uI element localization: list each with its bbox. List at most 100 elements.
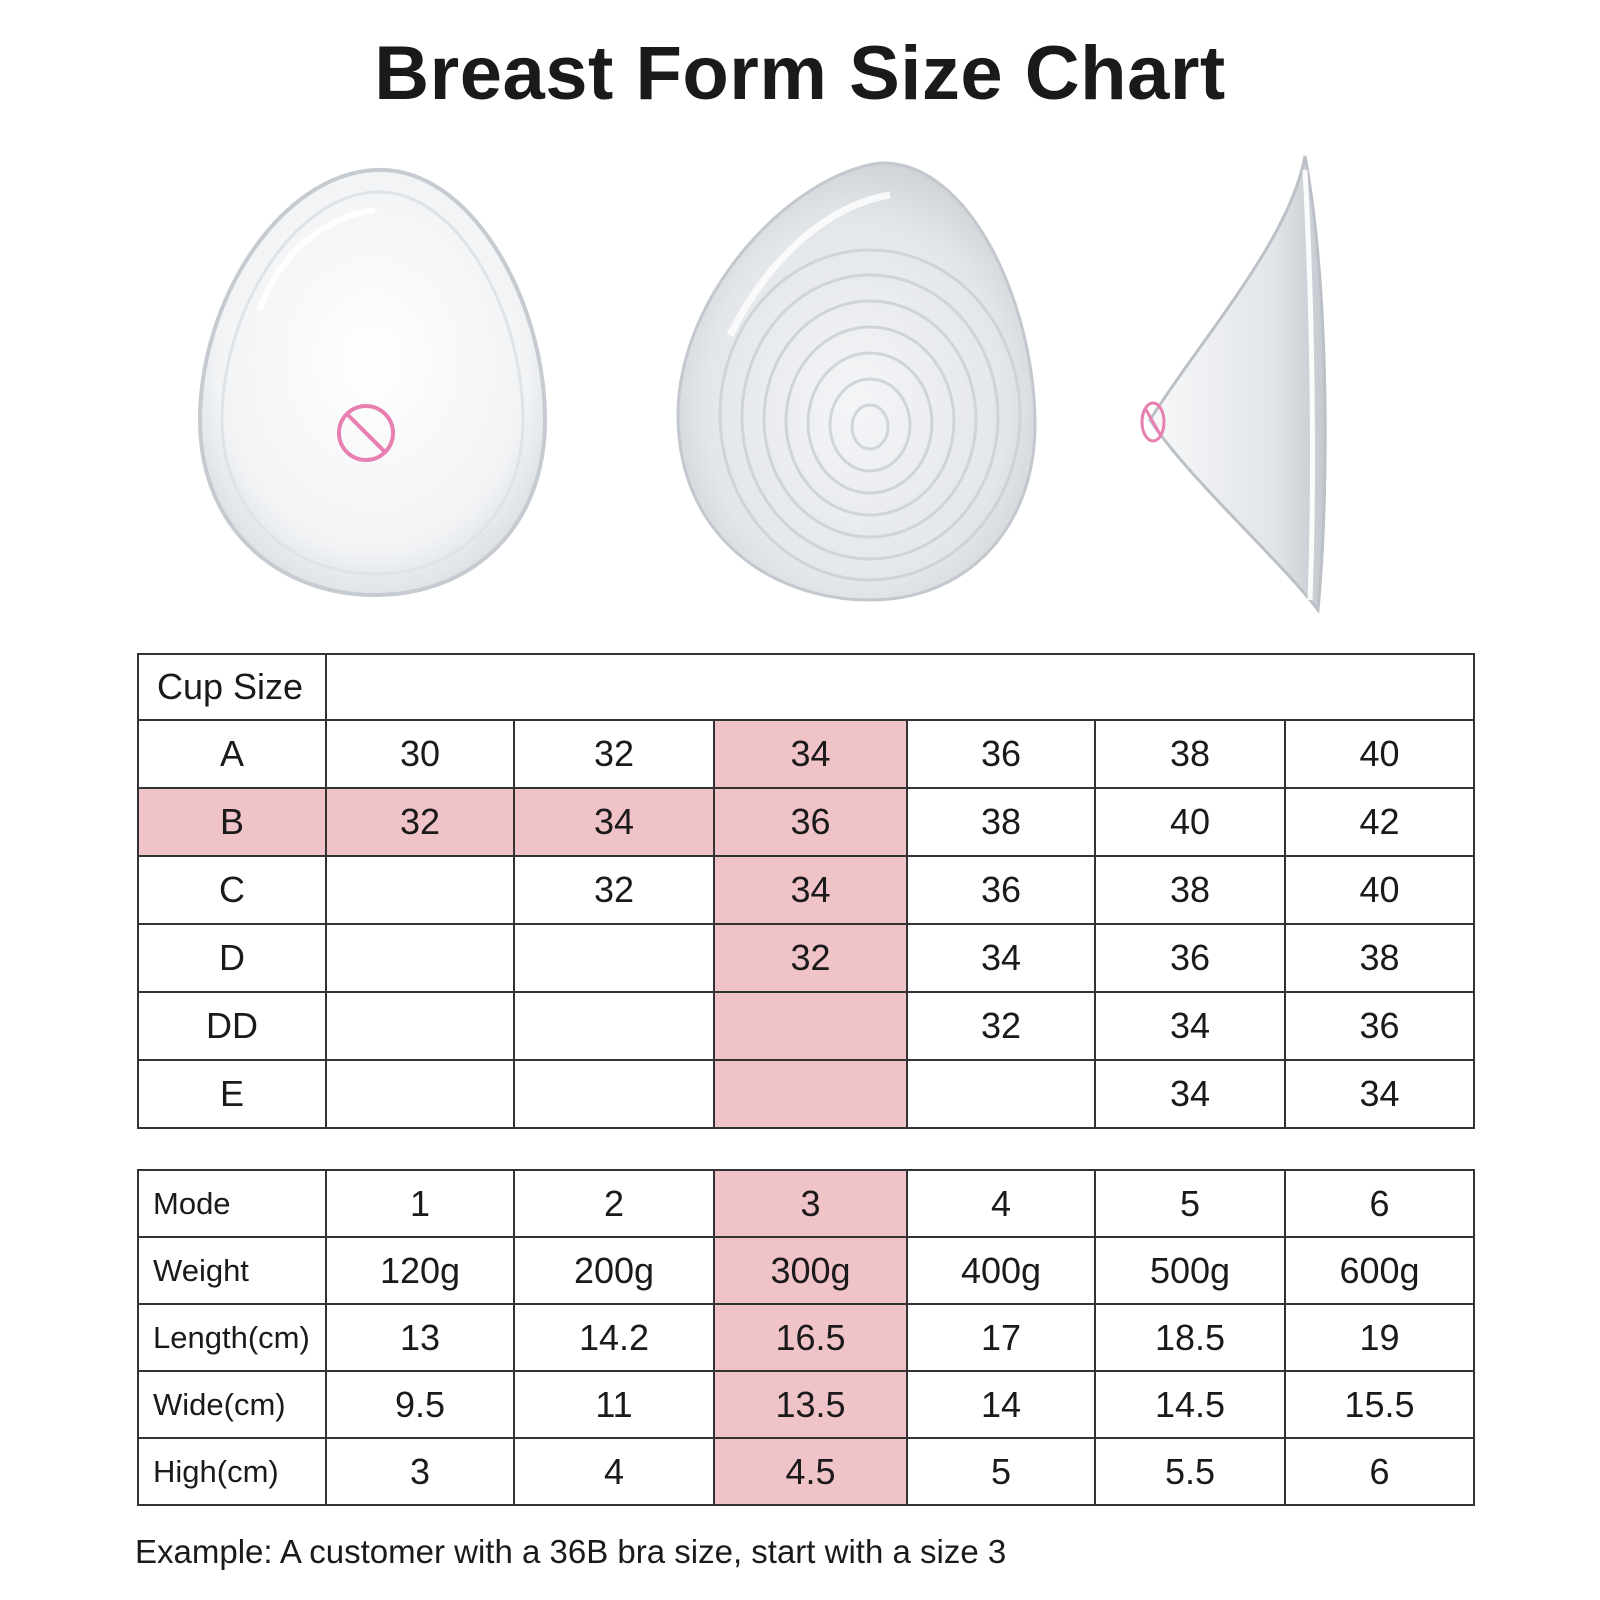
table-cell: 4 xyxy=(906,1169,1096,1238)
table-cell xyxy=(513,923,715,993)
cup-row-a: A 30 32 34 36 38 40 xyxy=(137,719,1476,789)
row-label: Length(cm) xyxy=(137,1303,327,1372)
mode-row-high-cm: High(cm) 3 4 4.5 5 5.5 6 xyxy=(137,1437,1475,1506)
table-cell: 34 xyxy=(713,719,908,789)
table-cell: 30 xyxy=(325,719,515,789)
row-label: D xyxy=(137,923,327,993)
front-view-illustration xyxy=(197,167,548,598)
table-cell: 32 xyxy=(713,923,908,993)
table-cell: 32 xyxy=(325,787,515,857)
table-cell: 32 xyxy=(906,991,1096,1061)
nipple-marker-icon xyxy=(337,404,395,462)
table-cell: 14.2 xyxy=(513,1303,715,1372)
table-cell: 11 xyxy=(513,1370,715,1439)
table-cell: 200g xyxy=(513,1236,715,1305)
row-label: Weight xyxy=(137,1236,327,1305)
cup-row-dd: DD 32 34 36 xyxy=(137,991,1476,1061)
table-cell: 14.5 xyxy=(1094,1370,1286,1439)
table-cell: 32 xyxy=(513,855,715,925)
table-cell: 400g xyxy=(906,1236,1096,1305)
side-view-illustration xyxy=(1140,155,1327,614)
table-cell: 42 xyxy=(1283,787,1476,857)
table-cell: 5.5 xyxy=(1094,1437,1286,1506)
table-cell: 34 xyxy=(713,855,908,925)
cup-row-c: C 32 34 36 38 40 xyxy=(137,855,1476,925)
cup-size-header-row: Cup Size xyxy=(137,653,1476,721)
mode-measurements-table: Mode 1 2 3 4 5 6 Weight 120g 200g 300g 400g 500g 600g… xyxy=(137,1169,1475,1506)
table-cell: 36 xyxy=(1094,923,1286,993)
table-cell: 38 xyxy=(1094,719,1286,789)
table-cell xyxy=(513,991,715,1061)
cup-size-header: Cup Size xyxy=(137,653,327,721)
table-cell: 34 xyxy=(1283,1059,1476,1129)
table-cell xyxy=(713,991,908,1061)
table-cell: 13.5 xyxy=(713,1370,908,1439)
table-cell: 4.5 xyxy=(713,1437,908,1506)
table-cell: 5 xyxy=(906,1437,1096,1506)
table-cell: 1 xyxy=(325,1169,515,1238)
row-label: B xyxy=(137,787,327,857)
table-cell: 38 xyxy=(906,787,1096,857)
table-cell xyxy=(325,1059,515,1129)
page-title: Breast Form Size Chart xyxy=(374,31,1226,116)
table-cell: 19 xyxy=(1284,1303,1475,1372)
table-cell: 13 xyxy=(325,1303,515,1372)
cup-row-d: D 32 34 36 38 xyxy=(137,923,1476,993)
cup-size-table: Cup Size A 30 32 34 36 38 40 B 32 34 36 38 40 42 C 32 34… xyxy=(137,653,1476,1129)
cup-size-header-blank xyxy=(324,653,1476,721)
table-cell xyxy=(325,991,515,1061)
table-cell: 34 xyxy=(513,787,715,857)
side-nipple-marker-icon xyxy=(1140,401,1166,443)
table-cell xyxy=(713,1059,908,1129)
table-cell: 36 xyxy=(713,787,908,857)
cup-row-b: B 32 34 36 38 40 42 xyxy=(137,787,1476,857)
table-cell: 34 xyxy=(906,923,1096,993)
table-cell: 34 xyxy=(1094,1059,1286,1129)
table-cell: 14 xyxy=(906,1370,1096,1439)
mode-row-length-cm: Length(cm) 13 14.2 16.5 17 18.5 19 xyxy=(137,1303,1475,1372)
row-label: Mode xyxy=(137,1169,327,1238)
table-cell: 600g xyxy=(1284,1236,1475,1305)
example-note: Example: A customer with a 36B bra size,… xyxy=(135,1533,1007,1570)
row-label: C xyxy=(137,855,327,925)
table-cell: 4 xyxy=(513,1437,715,1506)
table-cell: 9.5 xyxy=(325,1370,515,1439)
row-label: Wide(cm) xyxy=(137,1370,327,1439)
table-cell: 18.5 xyxy=(1094,1303,1286,1372)
table-cell xyxy=(325,923,515,993)
table-cell: 2 xyxy=(513,1169,715,1238)
table-cell: 17 xyxy=(906,1303,1096,1372)
mode-row-weight: Weight 120g 200g 300g 400g 500g 600g xyxy=(137,1236,1475,1305)
table-cell: 3 xyxy=(713,1169,908,1238)
table-cell: 38 xyxy=(1283,923,1476,993)
table-cell: 16.5 xyxy=(713,1303,908,1372)
table-cell xyxy=(325,855,515,925)
table-cell xyxy=(513,1059,715,1129)
table-cell: 34 xyxy=(1094,991,1286,1061)
table-cell: 6 xyxy=(1284,1437,1475,1506)
table-cell: 32 xyxy=(513,719,715,789)
row-label: DD xyxy=(137,991,327,1061)
back-view-illustration xyxy=(676,161,1037,602)
table-cell: 300g xyxy=(713,1236,908,1305)
mode-row-wide-cm: Wide(cm) 9.5 11 13.5 14 14.5 15.5 xyxy=(137,1370,1475,1439)
table-cell xyxy=(906,1059,1096,1129)
table-cell: 36 xyxy=(1283,991,1476,1061)
table-cell: 40 xyxy=(1283,719,1476,789)
table-cell: 3 xyxy=(325,1437,515,1506)
mode-row-mode: Mode 1 2 3 4 5 6 xyxy=(137,1169,1475,1238)
table-cell: 36 xyxy=(906,855,1096,925)
row-label: E xyxy=(137,1059,327,1129)
table-cell: 40 xyxy=(1283,855,1476,925)
table-cell: 36 xyxy=(906,719,1096,789)
table-cell: 40 xyxy=(1094,787,1286,857)
table-cell: 120g xyxy=(325,1236,515,1305)
table-cell: 500g xyxy=(1094,1236,1286,1305)
cup-row-e: E 34 34 xyxy=(137,1059,1476,1129)
table-cell: 38 xyxy=(1094,855,1286,925)
table-cell: 5 xyxy=(1094,1169,1286,1238)
table-cell: 6 xyxy=(1284,1169,1475,1238)
row-label: A xyxy=(137,719,327,789)
table-cell: 15.5 xyxy=(1284,1370,1475,1439)
row-label: High(cm) xyxy=(137,1437,327,1506)
